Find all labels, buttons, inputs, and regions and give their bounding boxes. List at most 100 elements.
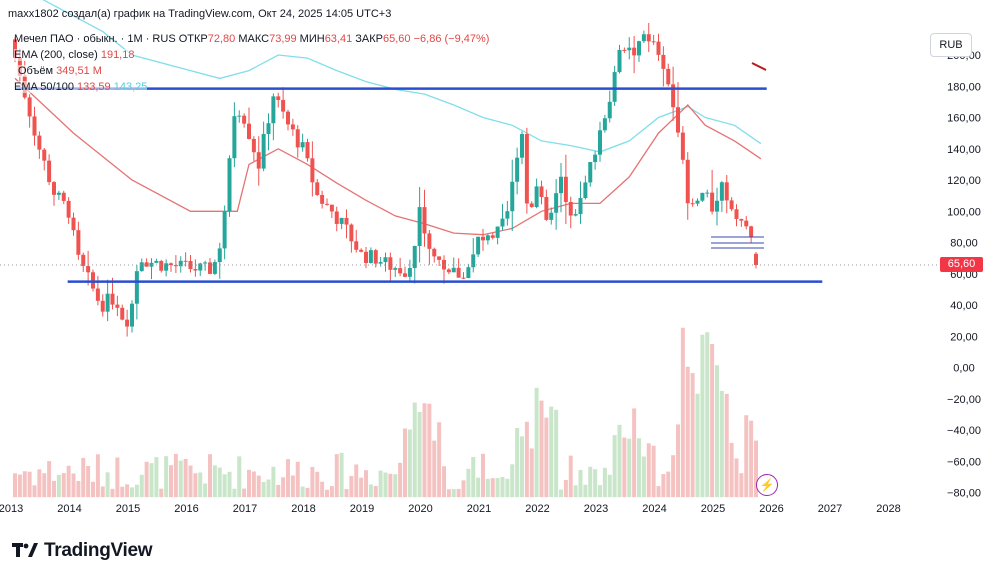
candle-body xyxy=(666,68,671,85)
x-tick-label: 2015 xyxy=(116,503,140,515)
candle-body xyxy=(359,249,364,252)
volume-bar xyxy=(485,478,490,498)
volume-bar xyxy=(700,334,705,498)
ema50100-label: EMA 50/100 xyxy=(14,81,74,93)
volume-bar xyxy=(612,435,617,498)
volume-bar xyxy=(144,461,149,498)
candle-body xyxy=(715,200,719,212)
candle-body xyxy=(286,111,290,125)
candle-body xyxy=(729,200,734,210)
volume-bar xyxy=(481,453,485,498)
volume-bar xyxy=(719,390,724,498)
candle-body xyxy=(95,288,100,301)
volume-bar xyxy=(344,489,349,498)
candle-body xyxy=(27,97,32,117)
candle-body xyxy=(295,129,300,148)
volume-bar xyxy=(656,486,661,498)
candle-body xyxy=(578,198,583,215)
volume-bar xyxy=(349,476,354,498)
candle-body xyxy=(42,149,47,161)
y-tick-label: −80,00 xyxy=(947,488,981,500)
volume-bar xyxy=(81,457,86,498)
volume-bar xyxy=(286,459,290,498)
volume-bar xyxy=(549,406,554,498)
volume-bar xyxy=(86,466,91,498)
candle-body xyxy=(315,182,320,195)
volume-bar xyxy=(671,455,676,498)
candle-body xyxy=(724,182,729,201)
candle-body xyxy=(354,241,359,250)
lightning-icon[interactable]: ⚡ xyxy=(756,474,778,496)
volume-bar xyxy=(393,474,398,498)
candle-body xyxy=(130,303,134,327)
candle-body xyxy=(602,118,607,131)
volume-bar xyxy=(139,474,144,498)
candle-body xyxy=(398,268,403,274)
tradingview-logo-icon xyxy=(12,543,38,557)
volume-bar xyxy=(622,437,627,498)
volume-bar xyxy=(52,480,56,498)
ema200-label: EMA (200, close) xyxy=(14,49,98,61)
symbol-name[interactable]: Мечел ПАО · обыкн. · 1M · RUS xyxy=(14,33,176,45)
y-tick-label: 140,00 xyxy=(947,144,981,156)
candle-body xyxy=(471,254,476,268)
volume-bar xyxy=(320,481,325,498)
candle-body xyxy=(305,142,310,159)
volume-bar xyxy=(242,488,247,498)
volume-bar xyxy=(378,470,383,498)
volume-bar xyxy=(193,473,198,498)
volume-bar xyxy=(261,481,266,498)
volume-bar xyxy=(593,469,598,498)
ema200-legend[interactable]: EMA (200, close) 191,18 xyxy=(14,49,135,61)
volume-bar xyxy=(437,422,442,498)
brand-logo[interactable]: TradingView xyxy=(12,540,153,562)
currency-button[interactable]: RUB xyxy=(930,33,972,57)
y-tick-label: 0,00 xyxy=(953,363,974,375)
candle-body xyxy=(203,262,208,264)
volume-bar xyxy=(573,485,578,498)
candle-body xyxy=(334,211,339,224)
volume-bar xyxy=(446,489,451,498)
candle-body xyxy=(456,267,461,278)
volume-bar xyxy=(222,474,227,498)
candle-body xyxy=(485,235,490,241)
volume-bar xyxy=(500,476,505,498)
ohlc-legend: Мечел ПАО · обыкн. · 1M · RUS ОТКР72,80 … xyxy=(14,33,489,45)
volume-bar xyxy=(754,440,758,498)
candle-body xyxy=(573,214,578,216)
x-tick-label: 2017 xyxy=(233,503,257,515)
volume-bar xyxy=(188,465,193,498)
last-price-label: 65,60 xyxy=(940,257,983,272)
volume-bar xyxy=(490,478,495,498)
candle-body xyxy=(232,116,237,159)
volume-bar xyxy=(715,365,719,498)
volume-bar xyxy=(203,483,208,498)
volume-legend[interactable]: Объём 349,51 M xyxy=(18,65,102,77)
y-tick-label: −60,00 xyxy=(947,456,981,468)
candle-body xyxy=(154,260,159,263)
candle-body xyxy=(451,267,456,273)
open-value: 72,80 xyxy=(207,33,236,45)
candle-body xyxy=(47,160,52,183)
volume-bar xyxy=(251,471,256,498)
x-axis: 2013 2014 2015 2016 2017 2018 2019 2020 2021 2022… xyxy=(0,503,901,515)
x-tick-label: 2014 xyxy=(57,503,81,515)
candle-body xyxy=(417,207,422,246)
candle-body xyxy=(554,193,559,213)
volume-bar xyxy=(695,393,700,498)
candle-body xyxy=(169,263,173,266)
volume-bar xyxy=(125,484,130,498)
ema50100-legend[interactable]: EMA 50/100 133,59 143,25 xyxy=(14,81,148,93)
y-tick-label: 120,00 xyxy=(947,175,981,187)
candle-body xyxy=(378,262,383,264)
volume-bar xyxy=(749,420,754,498)
volume-bar xyxy=(76,480,81,498)
low-label: МИН xyxy=(299,33,325,45)
volume-bar xyxy=(134,484,139,498)
candle-body xyxy=(383,257,388,263)
volume-bar xyxy=(568,455,573,498)
volume-bar xyxy=(164,456,169,498)
volume-bar xyxy=(661,474,666,498)
candle-body xyxy=(368,250,373,263)
